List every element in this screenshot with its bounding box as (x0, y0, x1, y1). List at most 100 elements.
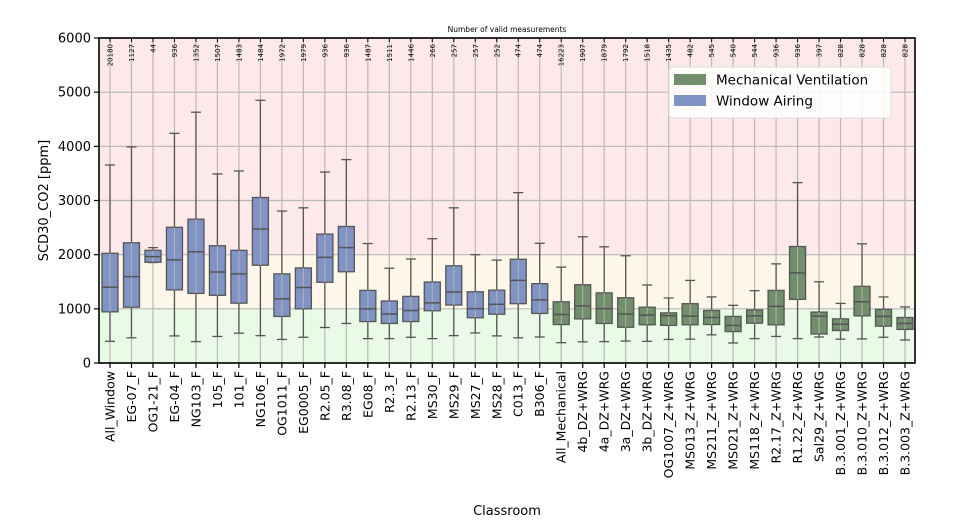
top-axis-title: Number of valid measurements (448, 25, 567, 34)
y-tick-label: 6000 (58, 32, 91, 47)
box-MS27_F (466, 254, 484, 334)
x-tick-label: MS28_F (489, 371, 504, 419)
x-tick-label: All_Window (103, 371, 118, 442)
count-label: 474 (515, 43, 523, 57)
x-tick-label: MS29_F (446, 371, 461, 419)
top-axis-counts: 20180 1127 44 936 1352 1507 1483 1484 1972 1979 93… (107, 38, 910, 66)
y-tick-label: 5000 (58, 86, 91, 101)
count-label: 1435 (665, 44, 673, 62)
box-MS30_F (423, 238, 441, 340)
x-tick-label: 3b_DZ+WRG (640, 371, 655, 453)
box-OG1-21_F (144, 246, 162, 264)
x-tick-label: EG-07_F (124, 371, 139, 422)
x-tick-label: R3.08_F (339, 371, 354, 421)
x-tick-label: 4b_DZ+WRG (575, 371, 590, 453)
count-label: 1907 (579, 44, 587, 62)
box-EG08_F (359, 242, 377, 340)
x-tick-label: Sal29_Z+WRG (812, 371, 827, 462)
x-tick-label: MS30_F (425, 371, 440, 419)
count-label: 936 (794, 43, 802, 57)
count-label: 828 (859, 44, 867, 57)
count-label: 44 (149, 43, 157, 52)
count-label: 545 (708, 44, 716, 57)
x-tick-label: EG-04_F (167, 371, 182, 422)
x-tick-label: R2.13_F (403, 371, 418, 421)
x-tick-label: 101_F (231, 371, 246, 408)
count-label: 1484 (257, 43, 265, 61)
count-label: 397 (816, 44, 824, 57)
count-label: 1972 (278, 44, 286, 62)
count-label: 16223 (558, 44, 566, 66)
box-4b_DZ+WRG (574, 236, 592, 343)
legend: Mechanical Ventilation Window Airing (668, 66, 892, 119)
count-label: 1518 (644, 44, 652, 62)
x-tick-label: MS013_Z+WRG (683, 371, 698, 470)
count-label: 257 (472, 44, 480, 57)
count-label: 1446 (407, 43, 415, 61)
count-label: 1979 (300, 44, 308, 62)
legend-swatch-window (674, 95, 706, 106)
box-NG103_F (187, 111, 205, 343)
legend-label-mechanical: Mechanical Ventilation (716, 73, 868, 89)
box-B.3.003_Z+WRG (896, 306, 914, 341)
count-label: 252 (493, 44, 501, 57)
x-tick-label: 4a_DZ+WRG (597, 371, 612, 452)
count-label: 1879 (601, 44, 609, 62)
x-axis: All_Window EG-07_F OG1-21_F EG-04_F NG103_F 1… (103, 363, 913, 478)
box-series (101, 99, 914, 344)
box-MS013_Z+WRG (681, 279, 699, 340)
count-label: 1792 (622, 44, 630, 62)
count-label: 1483 (235, 44, 243, 62)
x-tick-label: 105_F (210, 371, 225, 408)
x-tick-label: EG08_F (360, 371, 375, 418)
x-tick-label: R2.05_F (317, 371, 332, 421)
x-tick-label: OG1007_Z+WRG (661, 371, 676, 478)
y-tick-label: 4000 (58, 140, 91, 155)
box-All_Mechanical (552, 266, 570, 344)
box-OG1007_Z+WRG (659, 297, 678, 341)
box-Sal29_Z+WRG (810, 281, 828, 338)
x-tick-label: All_Mechanical (554, 371, 569, 463)
legend-swatch-mechanical (674, 74, 706, 85)
x-tick-label: B.3.010_Z+WRG (855, 371, 870, 475)
count-label: 828 (880, 44, 888, 57)
count-label: 828 (902, 44, 910, 57)
count-label: 936 (773, 43, 781, 57)
box-OG1011_F (273, 210, 291, 341)
count-label: 20180 (107, 44, 115, 66)
count-label: 1487 (364, 44, 372, 62)
x-tick-label: NG106_F (253, 371, 268, 427)
box-B.3.001_Z+WRG (831, 302, 850, 340)
count-label: 1127 (128, 44, 136, 62)
count-label: 474 (536, 43, 544, 57)
count-label: 482 (687, 44, 695, 57)
box-B.3.010_Z+WRG (853, 243, 871, 340)
box-MS118_Z+WRG (745, 290, 764, 340)
box-B306_F (531, 242, 549, 338)
box-105_F (208, 173, 227, 338)
y-tick-label: 3000 (58, 194, 91, 209)
x-tick-label: R2.3_F (382, 371, 397, 413)
box-R2.17_Z+WRG (767, 263, 785, 338)
count-label: 1507 (214, 44, 222, 62)
x-axis-title: Classroom (473, 504, 541, 519)
x-tick-label: MS118_Z+WRG (747, 371, 762, 470)
box-MS28_F (488, 259, 506, 337)
box-R2.3_F (380, 267, 398, 340)
y-tick-label: 2000 (58, 248, 91, 263)
x-tick-label: MS211_Z+WRG (704, 371, 719, 470)
x-tick-label: B306_F (532, 371, 547, 417)
box-EG0005_F (294, 207, 313, 338)
count-label: 257 (450, 44, 458, 57)
box-EG-04_F (165, 132, 184, 337)
x-tick-label: B.3.003_Z+WRG (898, 371, 913, 475)
x-tick-label: OG1011_F (274, 371, 289, 436)
box-B.3.012_Z+WRG (874, 296, 893, 338)
box-All_Window (101, 164, 119, 342)
box-3a_DZ+WRG (617, 255, 635, 342)
x-tick-label: R1.22_Z+WRG (790, 371, 805, 464)
box-R2.13_F (402, 258, 420, 338)
legend-label-window: Window Airing (716, 94, 813, 110)
legend-frame (668, 66, 892, 119)
